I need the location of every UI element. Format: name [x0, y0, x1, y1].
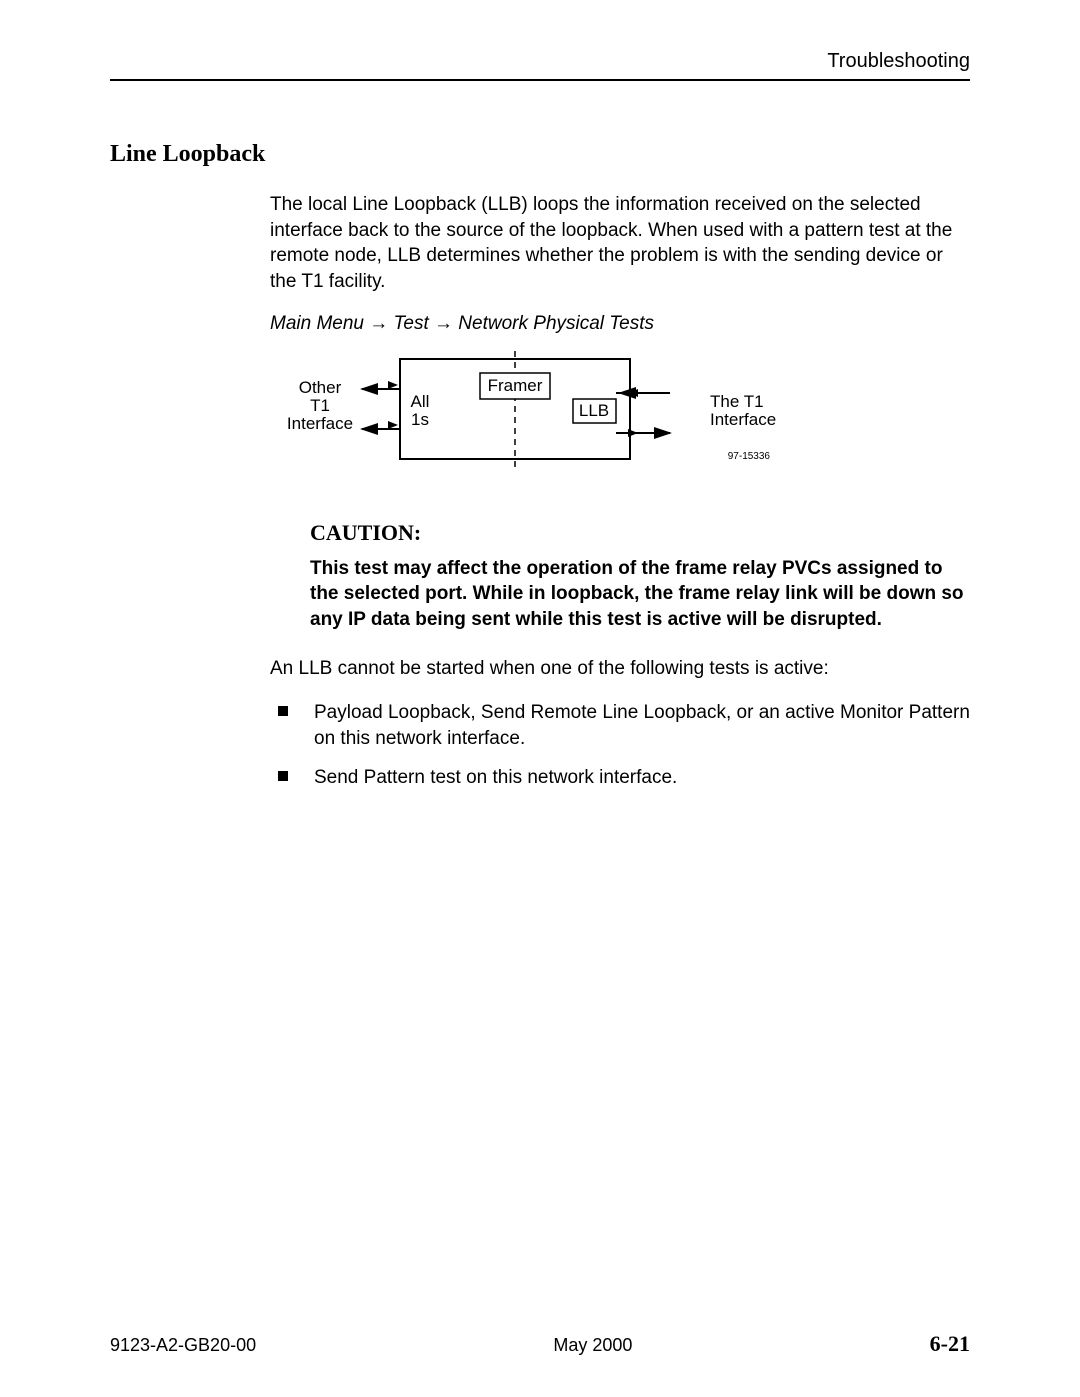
body-column: The local Line Loopback (LLB) loops the … [270, 192, 970, 791]
menu-path: Main Menu → Test → Network Physical Test… [270, 313, 970, 335]
diagram-all-l1: All [411, 392, 430, 411]
diagram-left-l2: T1 [310, 396, 330, 415]
diagram-left-l1: Other [299, 378, 342, 397]
bullet-text: Payload Loopback, Send Remote Line Loopb… [314, 702, 970, 749]
section-title: Line Loopback [110, 141, 970, 168]
footer-left: 9123-A2-GB20-00 [110, 1335, 256, 1356]
page-footer: 9123-A2-GB20-00 May 2000 6-21 [110, 1331, 970, 1357]
footer-page-number: 6-21 [930, 1331, 970, 1357]
diagram-left-l3: Interface [287, 414, 353, 433]
diagram-all-l2: 1s [411, 410, 429, 429]
loopback-diagram: Framer LLB All 1s [270, 349, 970, 494]
diagram-framer-label: Framer [488, 376, 543, 395]
diagram-right-l2: Interface [710, 410, 776, 429]
page: Troubleshooting Line Loopback The local … [0, 0, 1080, 1397]
list-item: Send Pattern test on this network interf… [270, 765, 970, 791]
caution-body: This test may affect the operation of th… [270, 556, 970, 633]
intro-paragraph: The local Line Loopback (LLB) loops the … [270, 192, 970, 295]
caution-title: CAUTION: [270, 520, 970, 546]
bullet-list: Payload Loopback, Send Remote Line Loopb… [270, 700, 970, 791]
diagram-llb-label: LLB [579, 401, 609, 420]
list-item: Payload Loopback, Send Remote Line Loopb… [270, 700, 970, 751]
diagram-figure-id: 97-15336 [728, 451, 771, 462]
footer-center: May 2000 [553, 1335, 632, 1356]
diagram-right-l1: The T1 [710, 392, 764, 411]
header-right-text: Troubleshooting [827, 50, 970, 72]
page-header: Troubleshooting [110, 50, 970, 81]
diagram-svg: Framer LLB All 1s [270, 349, 790, 489]
bullet-text: Send Pattern test on this network interf… [314, 767, 677, 788]
post-caution-paragraph: An LLB cannot be started when one of the… [270, 656, 970, 682]
